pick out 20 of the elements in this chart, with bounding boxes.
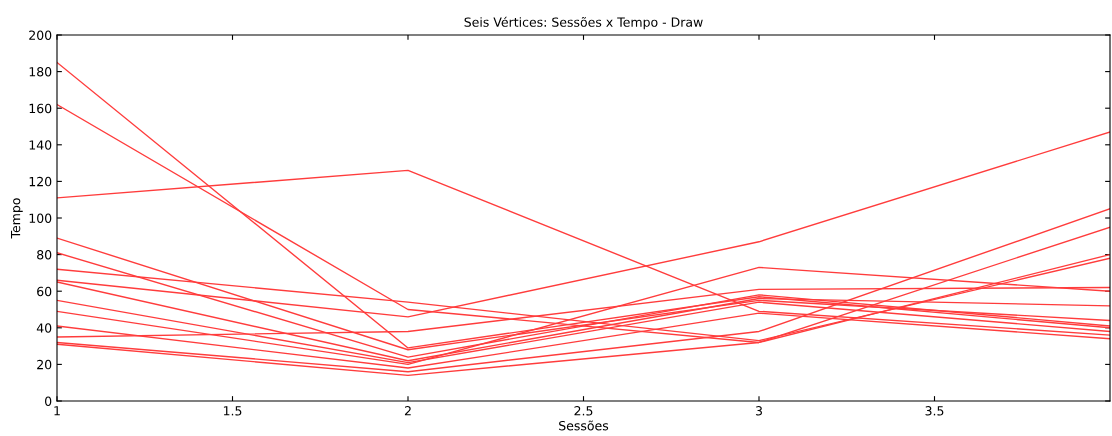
y-tick-label: 20 (37, 359, 52, 370)
y-tick-label: 140 (29, 140, 52, 150)
y-tick-label: 180 (29, 67, 52, 77)
x-tick-label: 3.5 (925, 406, 944, 416)
x-tick-label: 3 (755, 406, 762, 416)
y-tick-label: 100 (29, 213, 52, 223)
x-tick-label: 1 (54, 406, 60, 416)
y-axis-title: Tempo (11, 198, 23, 239)
chart-title: Seis Vértices: Sessões x Tempo - Draw (464, 16, 703, 30)
x-tick-label: 1.5 (223, 406, 242, 416)
x-tick-label: 2 (404, 406, 411, 416)
x-axis-title: Sessões (559, 420, 609, 431)
y-tick-label: 160 (29, 103, 52, 114)
x-tick-label: 2.5 (574, 406, 593, 416)
y-tick-label: 40 (36, 323, 52, 333)
y-tick-label: 60 (37, 286, 52, 297)
y-tick-label: 120 (29, 176, 52, 187)
y-tick-label: 0 (45, 396, 52, 406)
y-tick-label: 200 (29, 30, 52, 40)
y-tick-label: 80 (37, 250, 52, 260)
